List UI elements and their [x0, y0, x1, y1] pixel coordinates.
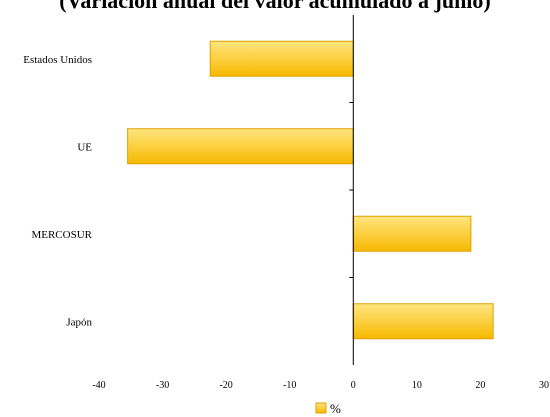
- x-tick-label: 30: [539, 380, 549, 391]
- bar-ue: [127, 128, 354, 165]
- bar-mercosur: [352, 215, 472, 252]
- legend-label: %: [330, 401, 341, 416]
- category-label: Japón: [66, 316, 92, 328]
- legend-swatch: [315, 402, 327, 414]
- x-tick-label: 0: [351, 380, 356, 391]
- x-tick-label: -10: [283, 380, 296, 391]
- x-tick-label: -40: [92, 380, 105, 391]
- category-label: UE: [77, 141, 92, 153]
- x-tick-label: 10: [412, 380, 422, 391]
- x-tick-label: -20: [219, 380, 232, 391]
- category-label: Estados Unidos: [23, 54, 92, 66]
- chart-title: (Variación anual del valor acumulado a j…: [59, 0, 491, 13]
- x-tick-label: -30: [156, 380, 169, 391]
- x-tick-label: 20: [475, 380, 485, 391]
- bar-estados-unidos: [209, 40, 354, 77]
- plot-area: Estados Unidos UE MERCOSUR Japón -40 -30 -20 -1…: [23, 15, 549, 416]
- category-label: MERCOSUR: [31, 229, 92, 241]
- bar-japón: [352, 303, 494, 340]
